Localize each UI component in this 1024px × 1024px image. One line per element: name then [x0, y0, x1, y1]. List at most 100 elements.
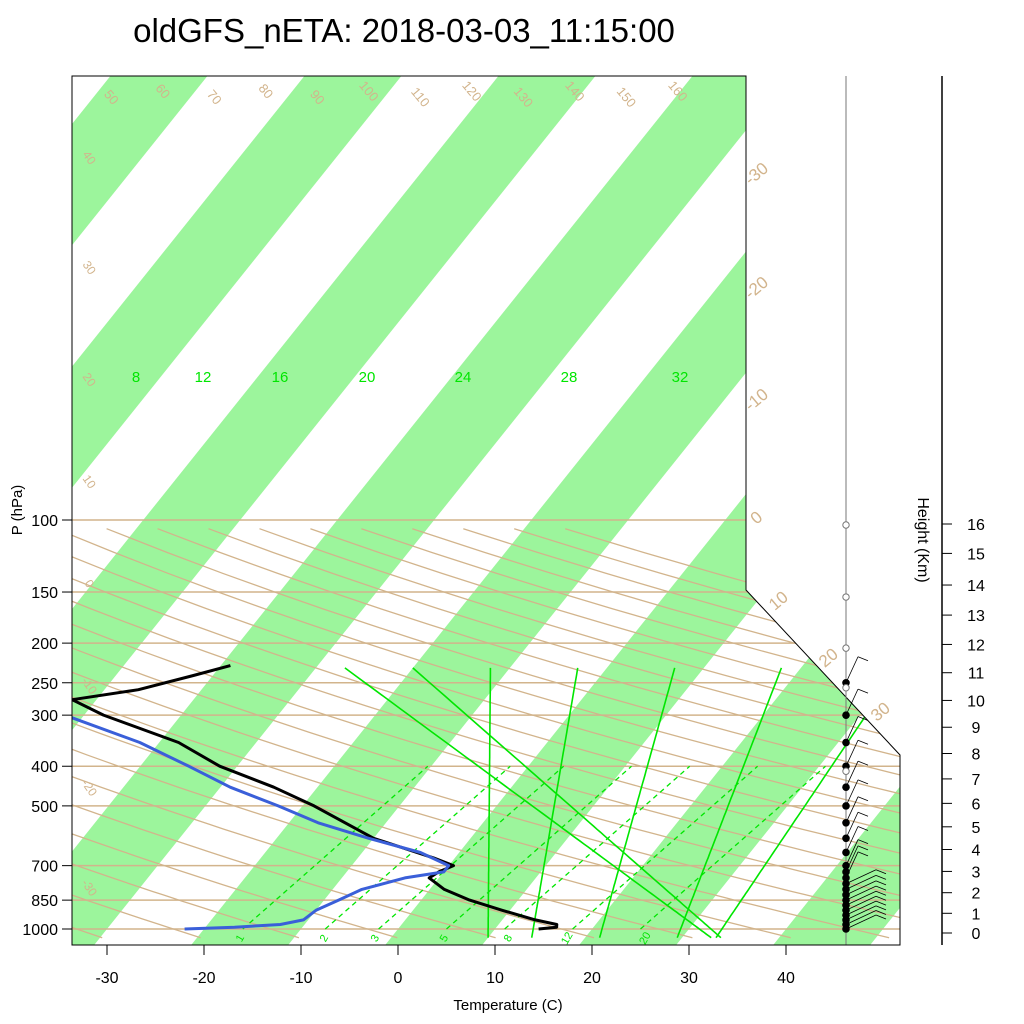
x-tick-label: -30	[95, 970, 118, 987]
x-axis-label: Temperature (C)	[453, 997, 562, 1014]
wind-barb-open-dot	[842, 521, 850, 529]
x-tick-label: 40	[777, 970, 795, 987]
wind-barb-staff	[845, 905, 877, 921]
height-tick-label: 10	[967, 693, 985, 710]
mixing-ratio-label: 8	[132, 369, 140, 386]
wind-barb-staff	[845, 656, 859, 683]
pressure-tick-label: 200	[31, 636, 58, 653]
mixing-ratio-label: 28	[561, 369, 578, 386]
isotherm-band	[72, 76, 803, 945]
height-tick-label: 13	[967, 608, 985, 625]
wind-barb-flag	[857, 716, 869, 721]
pressure-tick-label: 400	[31, 759, 58, 776]
height-tick-label: 11	[968, 666, 985, 683]
wind-barb-staff	[845, 875, 877, 890]
x-tick-label: -20	[192, 970, 215, 987]
dewpoint-line	[72, 664, 451, 931]
wind-barb-staff	[845, 779, 859, 807]
height-tick-label: 5	[972, 820, 981, 837]
x-tick-label: -10	[289, 970, 312, 987]
wind-barb-flag	[857, 760, 869, 766]
mixing-ratio-line	[676, 667, 783, 939]
moist-adiabat-label: 0	[747, 507, 766, 528]
x-tick-label: 0	[394, 970, 403, 987]
mixing-ratio-line	[530, 667, 579, 938]
wind-barb-flag	[857, 656, 869, 662]
height-tick-label: 14	[967, 578, 985, 595]
wind-barb-flag	[875, 900, 887, 906]
dry-adiabat	[72, 528, 890, 939]
mixing-ratio-dashed-label: 20	[637, 930, 654, 947]
wind-barb-staff	[845, 760, 859, 788]
wind-barb-flag	[857, 811, 869, 817]
mixing-ratio-dashed-label: 12	[559, 930, 576, 947]
wind-barb-staff	[845, 910, 877, 925]
moist-adiabat-label: 10	[765, 587, 792, 614]
mixing-ratio-dashed-label: 8	[502, 933, 515, 944]
height-tick-label: 9	[972, 720, 981, 737]
pressure-tick-label: 700	[31, 859, 58, 876]
pressure-tick-label: 250	[31, 676, 58, 693]
pressure-tick-label: 150	[31, 585, 58, 602]
mixing-ratio-label: 12	[195, 369, 212, 386]
wind-barb-flag	[857, 779, 869, 785]
height-tick-label: 1	[972, 906, 981, 923]
pressure-tick-label: 850	[31, 893, 58, 910]
wind-barb-staff	[845, 839, 859, 866]
wind-barbs	[842, 521, 887, 933]
dry-adiabat	[106, 528, 900, 939]
mixing-ratio-dashed-label: 1	[234, 933, 247, 944]
height-axis-label: Height (Km)	[914, 497, 931, 582]
wind-barb-flag	[857, 851, 869, 857]
mixing-ratio-label: 20	[359, 369, 376, 386]
height-tick-label: 2	[972, 886, 981, 903]
dry-adiabat	[72, 528, 900, 939]
mixing-ratio-line	[412, 667, 722, 939]
wind-barb-open-dot	[842, 684, 850, 692]
moist-adiabat-label: 20	[815, 644, 842, 671]
height-tick-label: 6	[972, 796, 981, 813]
mixing-ratio-label: 24	[455, 369, 472, 386]
wind-barb-staff	[845, 890, 877, 906]
dry-adiabat	[259, 528, 900, 939]
x-tick-label: 20	[583, 970, 601, 987]
mixing-ratio-line	[487, 667, 492, 938]
moist-adiabat-label: 30	[867, 698, 894, 725]
wind-barb-staff	[845, 688, 859, 716]
dry-adiabat	[72, 528, 496, 939]
wind-barb-flag	[857, 688, 869, 694]
dry-adiabat	[0, 529, 4, 938]
mixing-ratio-dashed-label: 2	[318, 933, 331, 944]
mixing-ratio-label: 32	[672, 369, 689, 386]
pressure-axis: 100 150 200 250 300 400 500 700 850 1000	[22, 513, 72, 939]
height-tick-label: 16	[967, 517, 985, 534]
isobar-lines	[72, 519, 900, 930]
x-axis: -30 -20 -10 0 10 20 30 40	[72, 944, 900, 987]
wind-barb-flag	[875, 874, 887, 880]
wind-barb-staff	[845, 880, 877, 896]
height-tick-label: 15	[967, 546, 985, 563]
pressure-tick-label: 1000	[22, 922, 58, 939]
dry-adiabat	[72, 528, 900, 939]
pressure-tick-label: 300	[31, 708, 58, 725]
wind-barb-flag	[875, 890, 887, 896]
dry-adiabat	[72, 528, 900, 939]
y-axis-label: P (hPa)	[9, 485, 26, 536]
mixing-ratio-line	[344, 667, 712, 939]
wind-barb-staff	[845, 796, 859, 823]
wind-barb-staff	[845, 812, 859, 839]
dry-adiabat	[72, 528, 398, 939]
wind-barb-staff	[845, 826, 859, 853]
height-tick-label: 8	[972, 746, 981, 763]
wind-barb-open-dot	[842, 593, 850, 601]
wind-barb-flag	[875, 869, 887, 875]
wind-barb-flag	[875, 905, 887, 911]
wind-barb-open-dot	[842, 767, 850, 775]
isotherm-band	[567, 76, 900, 945]
mixing-ratio-line	[598, 667, 676, 938]
dry-adiabat	[72, 528, 900, 939]
wind-barb-staff	[845, 914, 877, 930]
